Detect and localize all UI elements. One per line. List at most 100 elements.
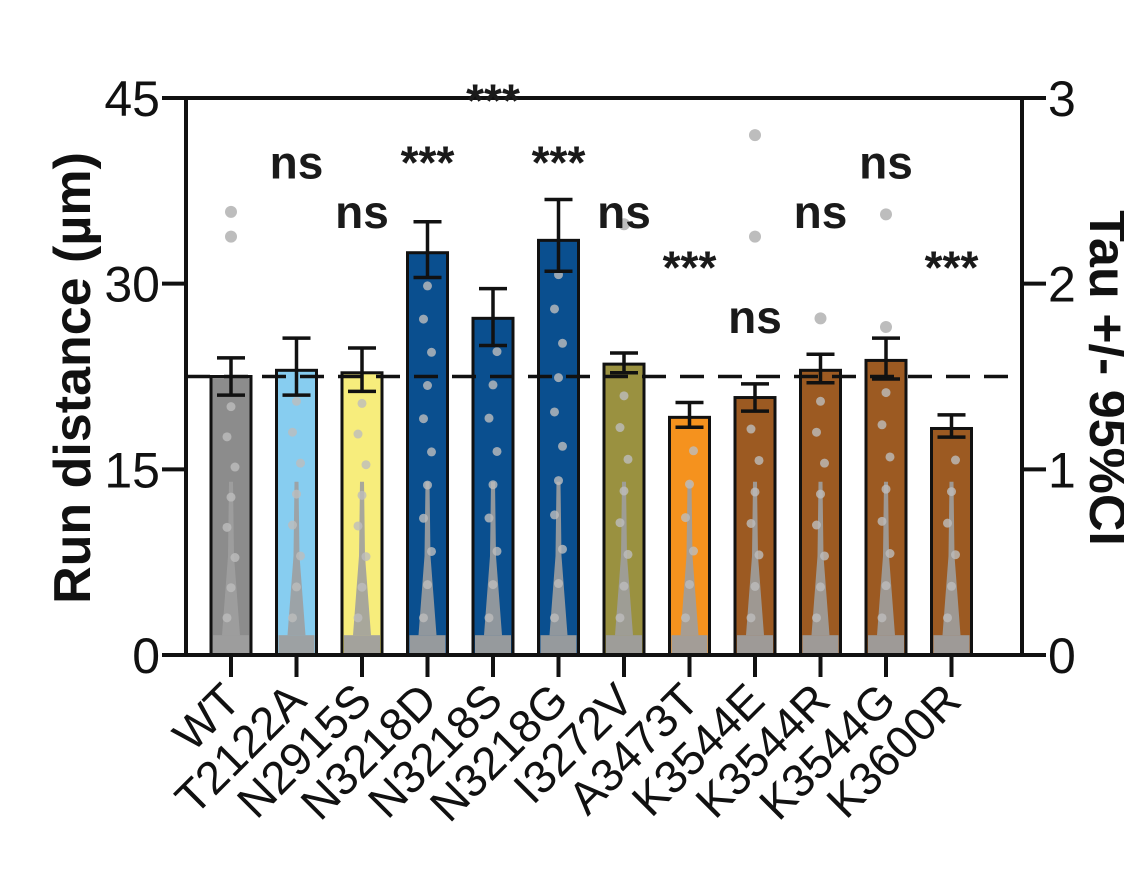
point-cloud-spine [287, 481, 306, 636]
data-point [226, 402, 236, 412]
data-point [296, 551, 305, 561]
data-point [877, 420, 887, 430]
category-labels-layer: WTT2122AN2915SN3218DN3218SN3218GI3272VA3… [163, 673, 971, 831]
data-point [357, 582, 367, 592]
data-point [361, 460, 371, 470]
data-point [947, 581, 956, 591]
point-cloud-base [802, 635, 839, 654]
point-cloud-base [409, 635, 446, 654]
data-point [947, 487, 956, 497]
point-cloud-base [475, 635, 511, 654]
data-point [746, 424, 756, 434]
y2-tick-label: 0 [1048, 628, 1076, 684]
significance-label: *** [466, 75, 520, 127]
data-point [419, 414, 428, 424]
point-cloud-base [737, 635, 773, 654]
bars-layer [209, 238, 973, 657]
data-point [550, 613, 559, 623]
data-point [881, 581, 891, 591]
data-point [427, 447, 436, 457]
data-point [754, 550, 764, 560]
data-point [226, 583, 236, 593]
data-point [816, 489, 825, 499]
data-point [681, 613, 690, 623]
data-point [619, 486, 629, 496]
data-point [689, 546, 698, 556]
data-point [550, 510, 559, 520]
data-point [554, 476, 563, 486]
data-point [222, 613, 232, 623]
data-point [550, 407, 559, 417]
data-point [881, 484, 891, 494]
data-point [353, 521, 363, 531]
outlier-point [880, 208, 892, 221]
data-point [423, 281, 432, 291]
data-point [812, 613, 821, 623]
data-point [558, 544, 567, 554]
significance-label: ns [859, 136, 913, 188]
data-point [484, 613, 494, 623]
outlier-point [880, 320, 892, 333]
data-point [488, 480, 498, 490]
point-cloud-base [278, 635, 315, 654]
significance-label: *** [663, 242, 717, 294]
significance-label: ns [794, 186, 848, 238]
data-point [685, 579, 694, 589]
data-point [951, 455, 960, 465]
data-point [746, 518, 756, 528]
y-tick-label: 45 [104, 71, 160, 127]
data-point [558, 338, 567, 348]
point-cloud-spine [811, 481, 830, 636]
data-point [288, 427, 297, 437]
point-cloud-spine [418, 481, 437, 636]
data-point [885, 549, 895, 559]
y2-axis-title: Tau +/- 95%CI [1078, 210, 1124, 546]
data-point [353, 613, 363, 623]
data-point [554, 579, 563, 589]
y-tick-label: 30 [104, 257, 160, 313]
significance-label: *** [401, 136, 455, 188]
data-point [353, 429, 363, 439]
data-point [750, 581, 760, 591]
data-point [484, 413, 494, 423]
data-point [558, 441, 567, 451]
y2-tick-label: 2 [1048, 257, 1076, 313]
point-cloud-spine [746, 481, 764, 636]
data-point [681, 513, 690, 523]
data-point [623, 549, 633, 559]
data-point [419, 513, 428, 523]
point-cloud-base [344, 635, 380, 654]
data-point [492, 347, 502, 357]
data-point [812, 427, 821, 437]
outlier-point [618, 218, 630, 231]
data-point [943, 613, 952, 623]
y2-tick-label: 3 [1048, 71, 1076, 127]
y2-tick-label: 1 [1048, 442, 1076, 498]
data-point [812, 520, 821, 530]
data-point [816, 582, 825, 592]
data-point [877, 613, 887, 623]
point-cloud-spine [942, 481, 961, 636]
data-point [361, 552, 371, 562]
data-point [419, 314, 428, 324]
data-point [885, 452, 895, 462]
significance-label: ns [270, 136, 324, 188]
scatter-points-layer [213, 129, 970, 654]
data-point [488, 580, 498, 590]
data-point [226, 492, 236, 502]
outlier-point [225, 205, 237, 218]
point-cloud-base [213, 635, 249, 654]
point-cloud-spine [549, 481, 568, 636]
point-cloud-spine [877, 481, 895, 636]
point-cloud-spine [615, 481, 633, 636]
data-point [746, 613, 756, 623]
data-point [427, 347, 436, 357]
y-tick-label: 15 [104, 442, 160, 498]
data-point [292, 396, 301, 406]
data-point [419, 613, 428, 623]
data-point [423, 480, 432, 490]
data-point [484, 513, 494, 523]
point-cloud-base [540, 635, 577, 654]
data-point [423, 580, 432, 590]
